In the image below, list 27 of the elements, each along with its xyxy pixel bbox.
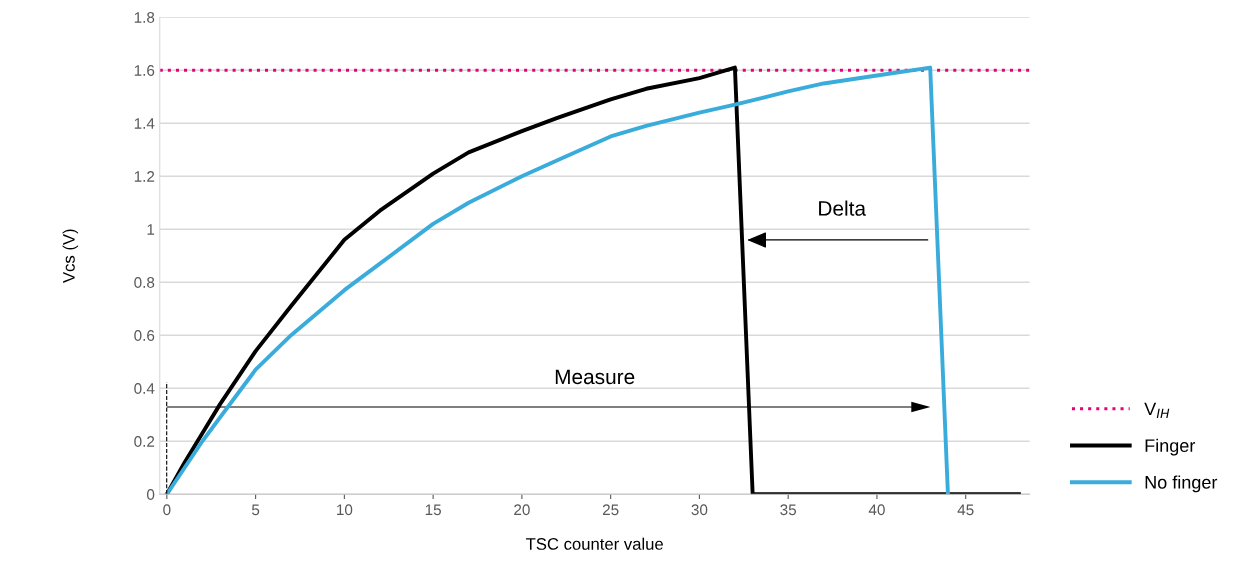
y-tick-label: 1 <box>147 224 155 235</box>
x-tick-label: 30 <box>691 504 708 516</box>
x-tick-label: 5 <box>251 504 260 516</box>
x-tick-label: 15 <box>425 504 441 516</box>
x-tick-label: 45 <box>957 504 974 516</box>
y-tick-label: 0.6 <box>134 330 155 341</box>
y-tick-label: 0.8 <box>134 277 155 288</box>
y-tick-label: 0 <box>146 489 155 500</box>
x-tick-label: 40 <box>868 504 885 516</box>
x-tick-label: 35 <box>780 504 797 516</box>
legend-label: Finger <box>1145 438 1196 456</box>
x-tick-label: 25 <box>602 504 619 516</box>
x-axis-title: TSC counter value <box>526 537 663 550</box>
y-axis-title: Vcs (V) <box>62 229 79 283</box>
annotation: Measure <box>555 369 635 385</box>
y-tick-label: 0.4 <box>134 383 155 394</box>
y-tick-label: 1.6 <box>134 65 155 76</box>
legend-label: No finger <box>1145 475 1218 493</box>
annotation: Delta <box>819 200 867 216</box>
y-tick-label: 1.4 <box>134 118 155 129</box>
y-tick-label: 1.8 <box>134 12 155 23</box>
x-tick-label: 0 <box>163 504 171 516</box>
y-tick-label: 1.2 <box>134 171 155 182</box>
x-tick-label: 20 <box>514 504 530 516</box>
legend-label: V$_{IH}$ <box>1144 402 1170 419</box>
x-tick-label: 10 <box>337 504 353 516</box>
y-tick-label: 0.2 <box>134 436 155 447</box>
